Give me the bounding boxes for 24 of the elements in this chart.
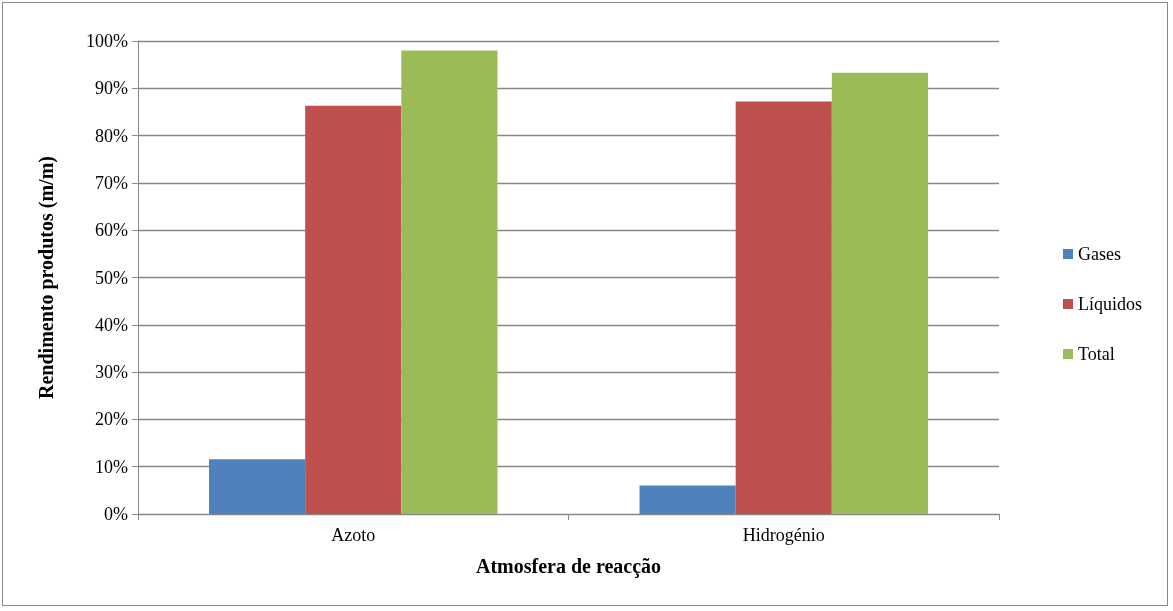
y-tick-label: 100%	[86, 31, 128, 51]
legend-label: Total	[1078, 344, 1115, 364]
y-axis-title: Rendimento produtos (m/m)	[35, 156, 58, 399]
y-tick-label: 20%	[95, 409, 128, 430]
bar	[401, 50, 498, 514]
y-tick-label: 60%	[95, 220, 128, 241]
y-tick-label: 0%	[104, 504, 128, 524]
y-tick-label: 40%	[95, 314, 128, 335]
bar	[305, 105, 402, 514]
legend-label: Líquidos	[1078, 294, 1143, 314]
x-tick-label: Azoto	[331, 525, 376, 545]
y-tick-label: 30%	[95, 362, 128, 383]
legend-label: Gases	[1078, 244, 1121, 264]
y-tick-label: 10%	[95, 456, 128, 477]
bar	[735, 101, 832, 514]
y-tick-label: 90%	[95, 78, 128, 99]
bar	[209, 459, 306, 514]
bar	[639, 485, 736, 514]
y-tick-label: 80%	[95, 125, 128, 146]
x-axis-title: Atmosfera de reacção	[475, 555, 662, 578]
y-tick-label: 70%	[95, 172, 128, 193]
y-tick-label: 50%	[95, 267, 128, 288]
bar	[831, 72, 928, 514]
x-tick-label: Hidrogénio	[742, 525, 825, 545]
